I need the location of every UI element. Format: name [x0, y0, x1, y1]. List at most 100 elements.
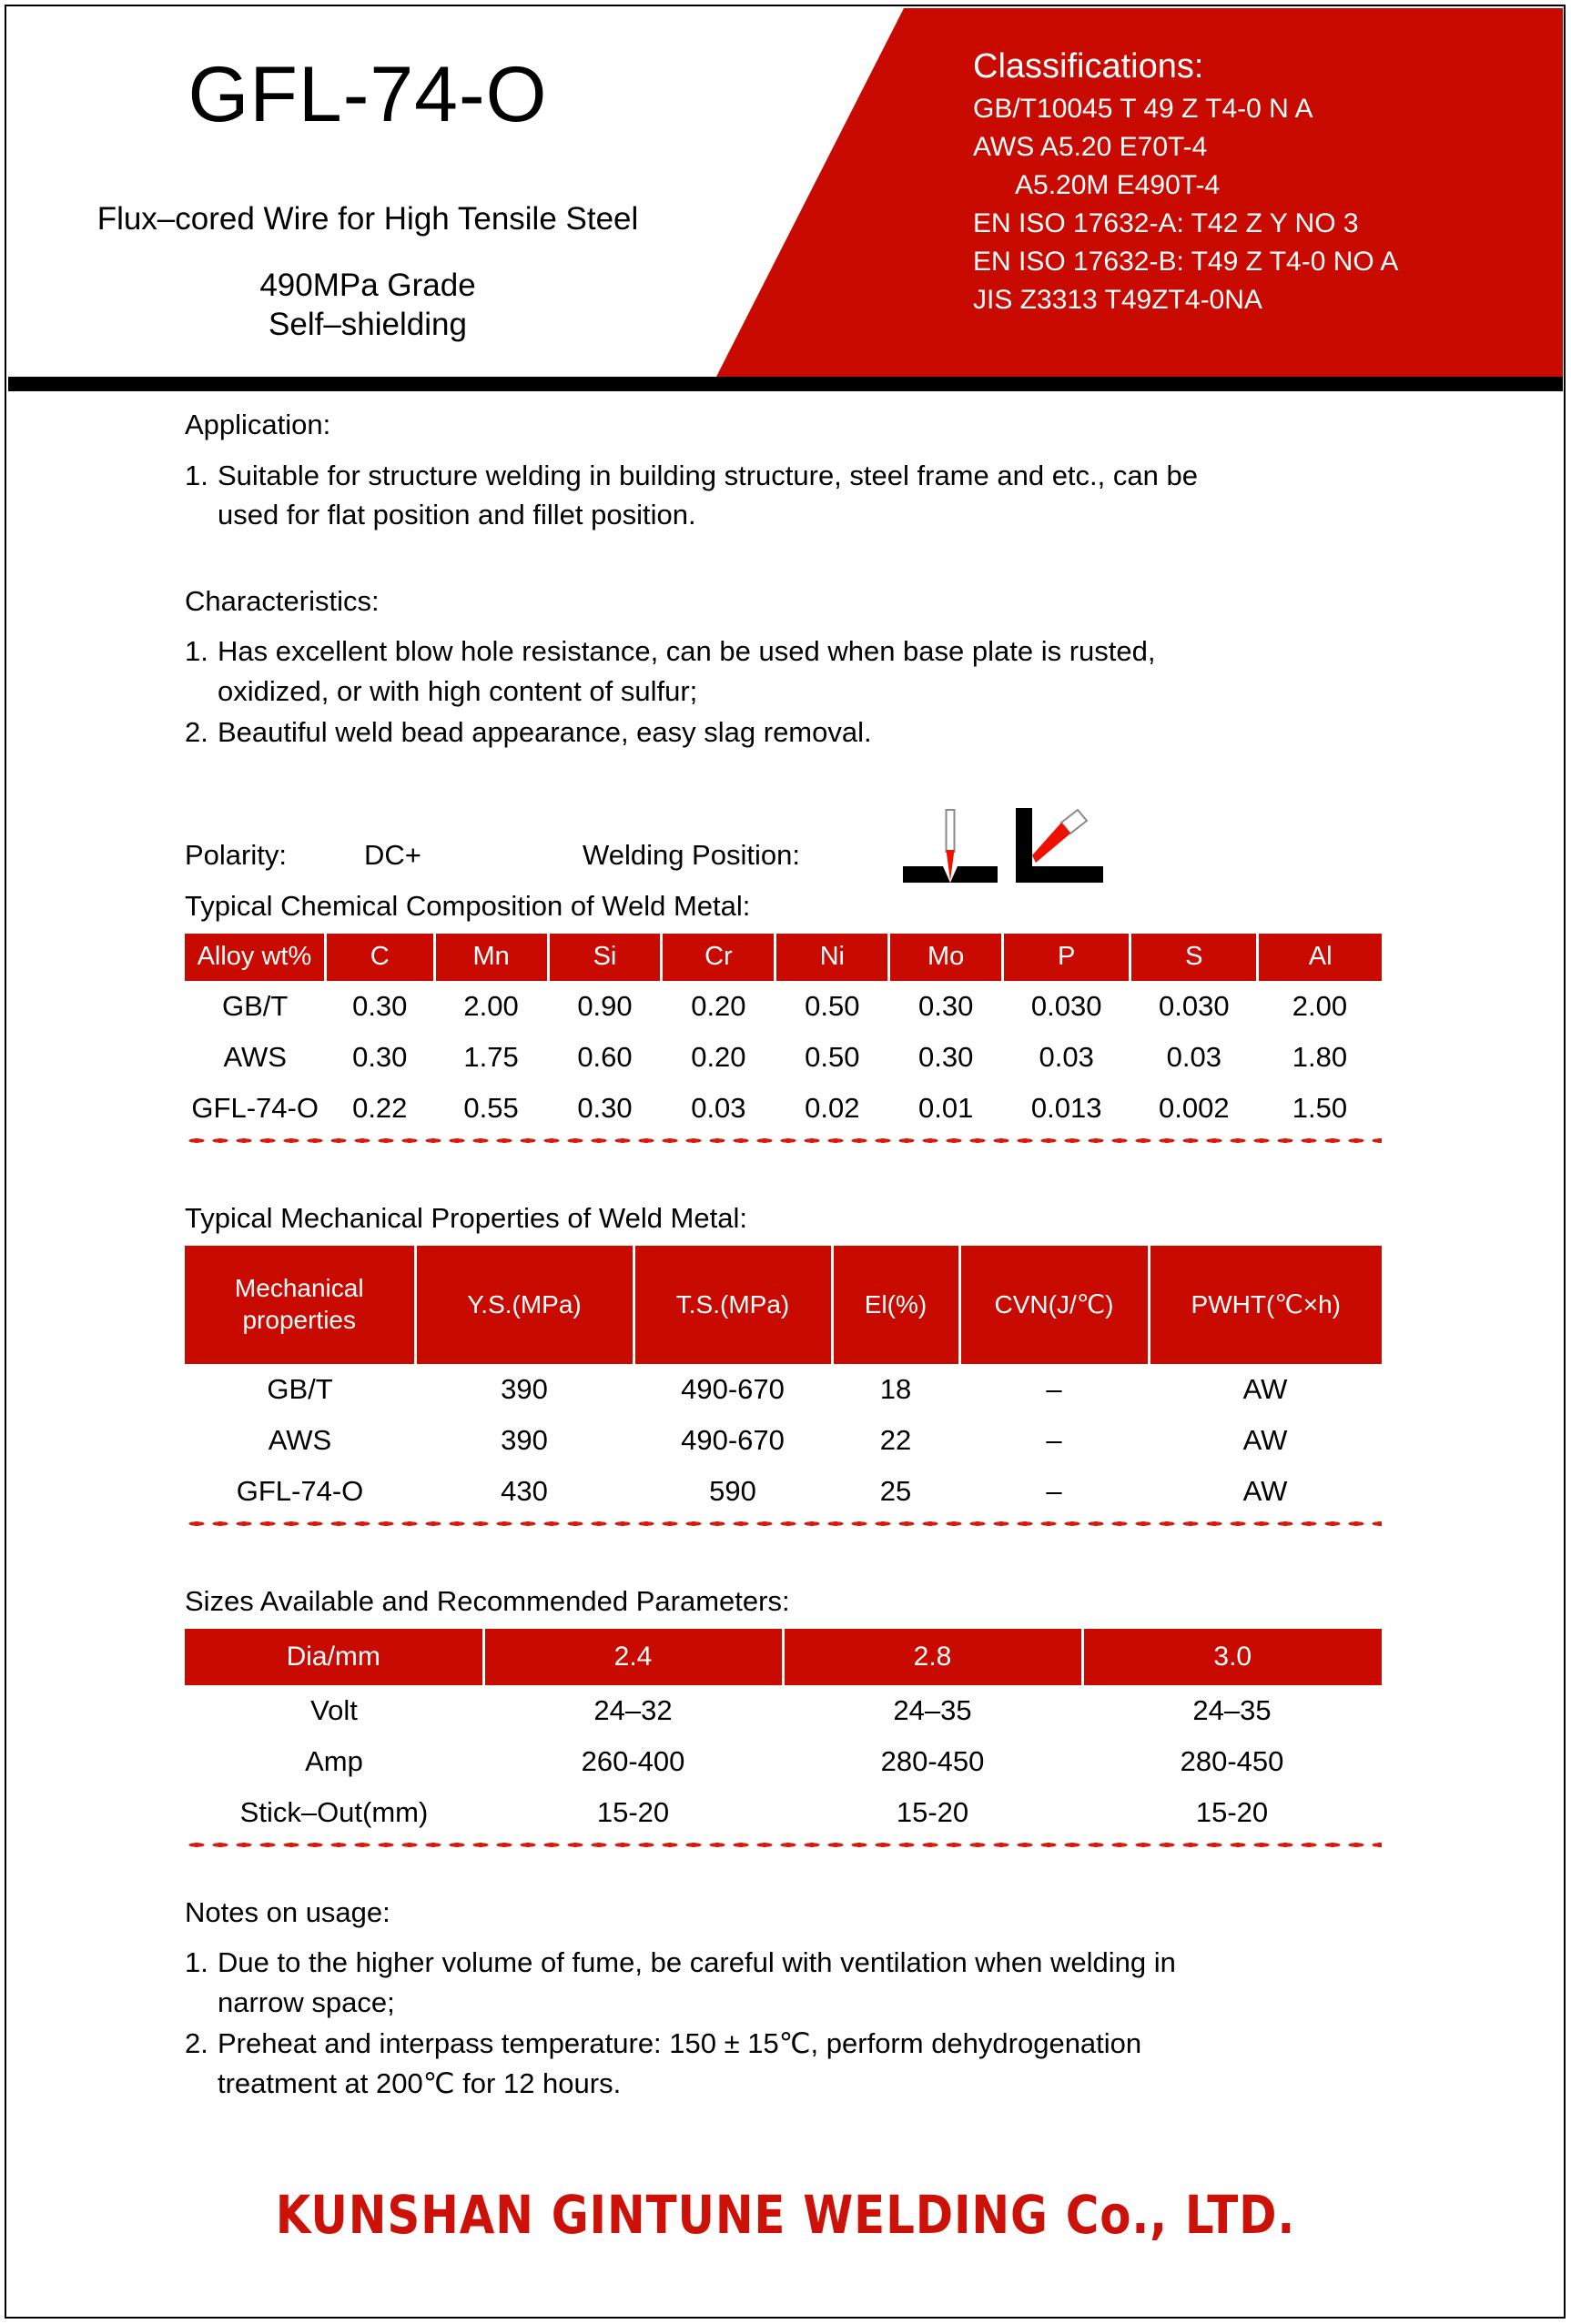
list-item-text: Preheat and interpass temperature: 150 ±…	[218, 2024, 1419, 2103]
table-cell: 280-450	[783, 1735, 1082, 1787]
table-cell: 0.030	[1002, 980, 1130, 1032]
list-item-line: Due to the higher volume of fume, be car…	[218, 1946, 1176, 1979]
footer: KUNSHAN GINTUNE WELDING Co., LTD.	[0, 2184, 1571, 2246]
table-cell: 2.00	[434, 980, 549, 1032]
table-row: AWS 0.30 1.75 0.60 0.20 0.50 0.30 0.03 0…	[185, 1031, 1382, 1083]
welding-position-icons-svg	[903, 808, 1103, 884]
table-cell: 1.80	[1257, 1031, 1382, 1083]
classification-aws: AWS A5.20 E70T-4	[973, 132, 1208, 163]
table-cell: 0.30	[888, 1031, 1003, 1083]
mechanical-properties-table: Mechanical properties Y.S.(MPa) T.S.(MPa…	[185, 1245, 1382, 1517]
header-divider-bar	[8, 377, 1563, 391]
classifications-panel: Classifications: GB/T10045 T 49 Z T4-0 N…	[973, 46, 1556, 319]
classifications-title: Classifications:	[973, 47, 1204, 86]
flat-position-weld-icon	[903, 809, 998, 884]
company-name: KUNSHAN GINTUNE WELDING Co., LTD.	[110, 2184, 1461, 2246]
list-item-line: Suitable for structure welding in buildi…	[218, 459, 1198, 491]
company-word: LTD.	[1184, 2184, 1296, 2246]
list-item-text: Due to the higher volume of fume, be car…	[218, 1943, 1419, 2022]
column-header-s: S	[1129, 934, 1260, 981]
table-cell: GB/T	[185, 980, 326, 1032]
table-cell: 0.20	[661, 1031, 775, 1083]
list-item: 1. Suitable for structure welding in bui…	[185, 456, 1571, 535]
table-cell: –	[959, 1465, 1149, 1517]
column-header-dia-3-0: 3.0	[1080, 1628, 1382, 1685]
page-title: GFL-74-O	[188, 51, 548, 138]
grade-block: 490MPa Grade Self–shielding	[8, 267, 727, 344]
column-header-mo: Mo	[887, 934, 1005, 981]
list-item: 1. Has excellent blow hole resistance, c…	[185, 632, 1571, 711]
table-cell: 24–32	[483, 1684, 783, 1736]
table-cell: 15-20	[1082, 1786, 1382, 1838]
column-header-ni: Ni	[774, 934, 891, 981]
column-header-mn: Mn	[432, 934, 550, 981]
list-item-line: Beautiful weld bead appearance, easy sla…	[218, 716, 872, 749]
header-left-titles: GFL-74-O Flux–cored Wire for High Tensil…	[8, 8, 773, 377]
list-item: 1. Due to the higher volume of fume, be …	[185, 1943, 1571, 2022]
column-header-mechanical-properties: Mechanical properties	[185, 1245, 417, 1364]
sizes-table-dotted-divider	[185, 1841, 1382, 1848]
table-cell: AWS	[185, 1031, 326, 1083]
welding-position-label: Welding Position:	[583, 839, 800, 872]
table-cell: Stick–Out(mm)	[185, 1786, 483, 1838]
list-item-number: 1.	[185, 635, 208, 668]
list-item: 2. Preheat and interpass temperature: 15…	[185, 2024, 1571, 2103]
product-description: Flux–cored Wire for High Tensile Steel	[96, 201, 639, 237]
application-heading: Application:	[185, 409, 331, 440]
list-item-text: Beautiful weld bead appearance, easy sla…	[218, 712, 1419, 752]
table-cell: –	[959, 1414, 1149, 1466]
classification-en-iso-b: EN ISO 17632-B: T49 Z T4-0 NO A	[973, 247, 1399, 278]
table-row: GFL-74-O 430 590 25 – AW	[185, 1465, 1382, 1517]
table-row: GB/T 390 490-670 18 – AW	[185, 1363, 1382, 1415]
table-cell: 0.60	[548, 1031, 662, 1083]
polarity-label: Polarity:	[185, 839, 287, 872]
notes-heading: Notes on usage:	[185, 1895, 390, 1928]
table-cell: 2.00	[1257, 980, 1382, 1032]
table-cell: 0.01	[888, 1082, 1003, 1134]
characteristics-heading: Characteristics:	[185, 584, 380, 617]
company-word: GINTUNE	[551, 2184, 786, 2246]
table-cell: 260-400	[483, 1735, 783, 1787]
list-item-line: used for flat position and fillet positi…	[218, 499, 696, 531]
table-cell: GFL-74-O	[185, 1082, 326, 1134]
table-cell: 0.90	[548, 980, 662, 1032]
column-header-pwht: PWHT(℃×h)	[1147, 1245, 1382, 1364]
classification-gbt: GB/T10045 T 49 Z T4-0 N A	[973, 94, 1313, 125]
table-header-row: Mechanical properties Y.S.(MPa) T.S.(MPa…	[185, 1245, 1382, 1364]
table-cell: 390	[415, 1414, 633, 1466]
table-cell: 0.002	[1130, 1082, 1258, 1134]
table-cell: 0.030	[1130, 980, 1258, 1032]
table-cell: AW	[1149, 1363, 1382, 1415]
list-item-number: 2.	[185, 2027, 208, 2060]
column-header-ys: Y.S.(MPa)	[413, 1245, 635, 1364]
table-row: Amp 260-400 280-450 280-450	[185, 1735, 1382, 1787]
table-cell: 15-20	[783, 1786, 1082, 1838]
polarity-row: Polarity: DC+ Welding Position:	[0, 803, 1571, 890]
classification-aws-m: A5.20M E490T-4	[1015, 170, 1221, 201]
table-cell: AW	[1149, 1414, 1382, 1466]
column-header-dia: Dia/mm	[185, 1628, 485, 1685]
list-item-line: Has excellent blow hole resistance, can …	[218, 635, 1156, 668]
column-header-si: Si	[546, 934, 664, 981]
table-cell: 390	[415, 1363, 633, 1415]
table-cell: 1.50	[1257, 1082, 1382, 1134]
table-cell: 0.30	[548, 1082, 662, 1134]
column-header-alloy: Alloy wt%	[185, 934, 327, 981]
table-cell: 15-20	[483, 1786, 783, 1838]
characteristics-list: 1. Has excellent blow hole resistance, c…	[0, 632, 1571, 752]
column-header-cr: Cr	[660, 934, 777, 981]
column-header-el: El(%)	[830, 1245, 961, 1364]
table-cell: 0.30	[888, 980, 1003, 1032]
table-cell: 0.20	[661, 980, 775, 1032]
company-word: WELDING	[803, 2184, 1049, 2246]
table-cell: 22	[832, 1414, 959, 1466]
mechanical-table-title: Typical Mechanical Properties of Weld Me…	[185, 1201, 747, 1234]
classification-jis: JIS Z3313 T49ZT4-0NA	[973, 285, 1262, 316]
table-cell: 0.013	[1002, 1082, 1130, 1134]
table-cell: 0.02	[775, 1082, 889, 1134]
list-item-line: Preheat and interpass temperature: 150 ±…	[218, 2027, 1142, 2060]
column-header-cvn: CVN(J/℃)	[958, 1245, 1150, 1364]
sizes-parameters-table: Dia/mm 2.4 2.8 3.0 Volt 24–32 24–35 24–3…	[185, 1628, 1382, 1838]
list-item-text: Has excellent blow hole resistance, can …	[218, 632, 1419, 711]
